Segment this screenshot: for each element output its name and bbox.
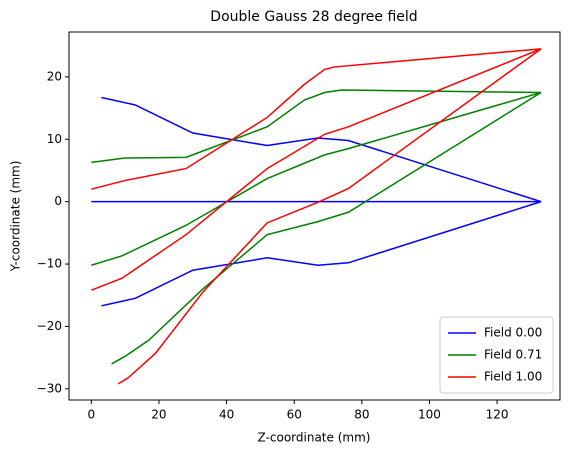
ray-line xyxy=(111,91,542,365)
y-tick-label: 10 xyxy=(47,132,62,146)
chart-title: Double Gauss 28 degree field xyxy=(210,9,417,25)
y-tick-label: 0 xyxy=(54,194,62,208)
ray-line xyxy=(91,48,542,291)
y-tick-label: −30 xyxy=(37,381,62,395)
y-tick-label: −20 xyxy=(37,319,62,333)
x-tick-label: 20 xyxy=(151,408,166,422)
ray-line xyxy=(117,48,542,385)
legend-label: Field 1.00 xyxy=(484,370,542,384)
y-tick-label: −10 xyxy=(37,257,62,271)
legend-label: Field 0.00 xyxy=(484,326,542,340)
y-tick-label: 20 xyxy=(47,69,62,83)
x-tick-label: 100 xyxy=(418,408,441,422)
ray-line xyxy=(91,89,542,164)
x-axis-label: Z-coordinate (mm) xyxy=(258,431,371,445)
x-tick-label: 40 xyxy=(219,408,234,422)
x-tick-label: 0 xyxy=(87,408,95,422)
legend-label: Field 0.71 xyxy=(484,348,542,362)
ray-line xyxy=(91,91,542,266)
plot-frame xyxy=(68,31,561,401)
ray-line xyxy=(101,200,542,307)
y-axis-label: Y-coordinate (mm) xyxy=(9,161,23,273)
x-tick-label: 120 xyxy=(486,408,509,422)
x-tick-label: 80 xyxy=(354,408,369,422)
x-tick-label: 60 xyxy=(287,408,302,422)
ray-line xyxy=(101,96,542,203)
ray-line xyxy=(91,48,542,190)
legend-box xyxy=(439,316,554,394)
